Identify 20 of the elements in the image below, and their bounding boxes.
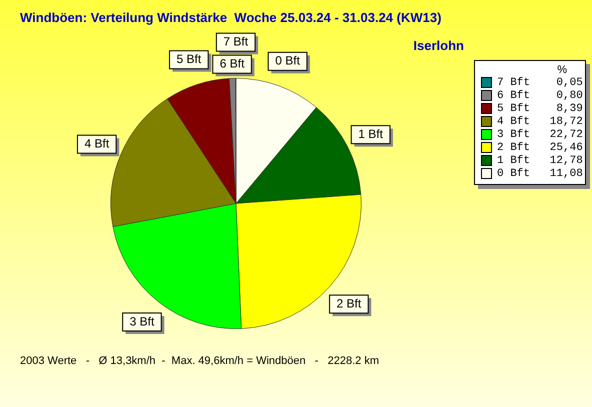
text: 2003 Werte - Ø 13,3km/h - Max. 49,6km/h = Windböen - 2228.2 km	[20, 355, 379, 367]
category-label: 1 Bft 12,78	[497, 154, 583, 166]
slice-label: 1 Bft	[358, 126, 384, 141]
legend-label: 6 Bft	[220, 56, 246, 71]
category-label: 7 Bft 0,05	[497, 76, 583, 88]
category-label: 3 Bft 22,72	[497, 128, 583, 140]
category-label: 4 Bft 18,72	[497, 116, 583, 128]
slice-label: 4 Bft	[84, 136, 110, 151]
category-label: 6 Bft 0,80	[497, 90, 583, 102]
category-label: 2 Bft 25,46	[497, 142, 583, 154]
category-label: 0 Bft 11,08	[497, 168, 583, 180]
legend-label: 0 Bft	[275, 54, 301, 68]
slice-label: 5 Bft	[176, 52, 202, 66]
slice-label: 7 Bft	[223, 34, 249, 49]
chart-title: Windböen: Verteilung Windstärke Woche 25.03.24 - 31.03.24 (KW13)	[20, 10, 442, 25]
slice-label: 2 Bft	[336, 296, 362, 310]
legend-title: %	[556, 64, 568, 76]
category-label: 5 Bft 8,39	[497, 102, 583, 114]
slice-label: 3 Bft	[130, 314, 155, 328]
text: Iserlohn	[413, 38, 464, 53]
